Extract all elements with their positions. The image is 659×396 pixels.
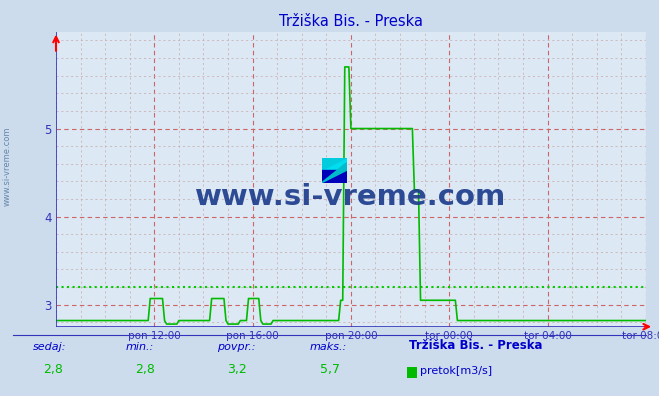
Polygon shape: [322, 158, 334, 170]
Polygon shape: [322, 170, 347, 183]
Text: 3,2: 3,2: [227, 363, 247, 376]
Text: www.si-vreme.com: www.si-vreme.com: [195, 183, 507, 211]
Polygon shape: [334, 158, 347, 170]
Polygon shape: [322, 163, 347, 183]
Text: pretok[m3/s]: pretok[m3/s]: [420, 366, 492, 376]
Polygon shape: [322, 158, 347, 183]
Text: maks.:: maks.:: [310, 343, 347, 352]
Text: 2,8: 2,8: [43, 363, 63, 376]
Text: 5,7: 5,7: [320, 363, 339, 376]
Title: Tržiška Bis. - Preska: Tržiška Bis. - Preska: [279, 14, 423, 29]
Text: povpr.:: povpr.:: [217, 343, 256, 352]
Text: min.:: min.:: [125, 343, 154, 352]
Text: www.si-vreme.com: www.si-vreme.com: [3, 127, 12, 206]
Text: sedaj:: sedaj:: [33, 343, 67, 352]
Text: 2,8: 2,8: [135, 363, 155, 376]
Text: Tržiška Bis. - Preska: Tržiška Bis. - Preska: [409, 339, 542, 352]
Polygon shape: [322, 158, 347, 170]
